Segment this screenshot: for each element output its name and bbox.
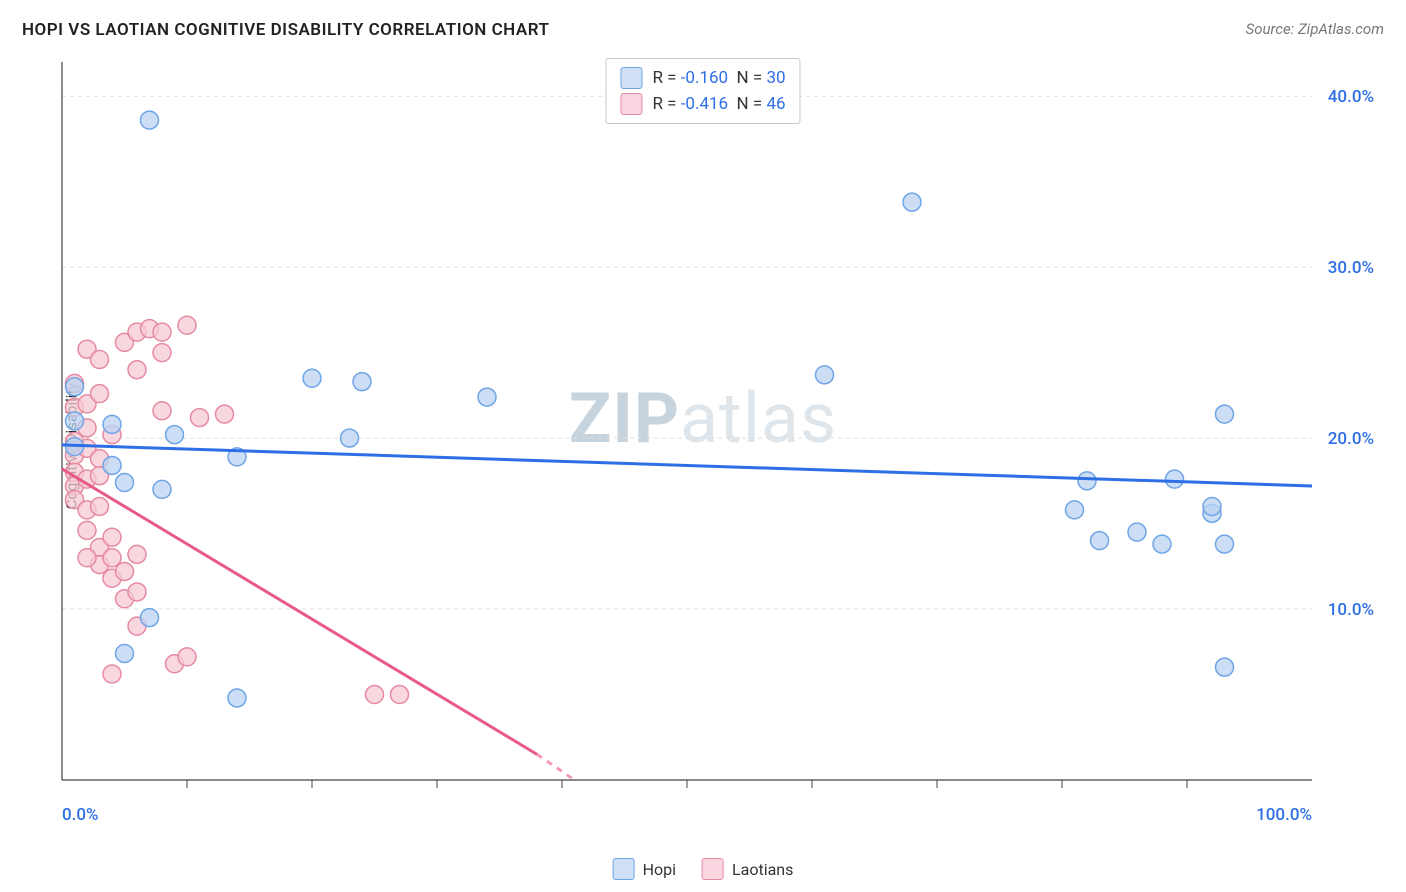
legend-item-laotians: Laotians bbox=[702, 858, 793, 880]
svg-text:100.0%: 100.0% bbox=[1256, 805, 1312, 825]
legend-label-hopi: Hopi bbox=[643, 860, 676, 879]
legend-row-laotians: R = -0.416 N = 46 bbox=[620, 91, 785, 117]
svg-text:0.0%: 0.0% bbox=[62, 805, 99, 825]
svg-text:20.0%: 20.0% bbox=[1328, 429, 1374, 449]
legend-swatch-hopi bbox=[620, 67, 642, 89]
legend-swatch-hopi-bottom bbox=[613, 858, 635, 880]
legend-item-hopi: Hopi bbox=[613, 858, 676, 880]
legend-row-hopi: R = -0.160 N = 30 bbox=[620, 65, 785, 91]
chart-plot: 10.0% 20.0% 30.0% 40.0% 0.0% 100.0% bbox=[52, 56, 1382, 826]
svg-text:30.0%: 30.0% bbox=[1328, 258, 1374, 278]
source-label: Source: ZipAtlas.com bbox=[1246, 20, 1384, 38]
svg-text:10.0%: 10.0% bbox=[1328, 600, 1374, 620]
legend-label-laotians: Laotians bbox=[732, 860, 793, 879]
correlation-legend: R = -0.160 N = 30 R = -0.416 N = 46 bbox=[605, 58, 800, 124]
legend-swatch-laotians bbox=[620, 93, 642, 115]
legend-swatch-laotians-bottom bbox=[702, 858, 724, 880]
series-legend: Hopi Laotians bbox=[613, 858, 794, 880]
svg-text:40.0%: 40.0% bbox=[1328, 87, 1374, 107]
chart-title: HOPI VS LAOTIAN COGNITIVE DISABILITY COR… bbox=[22, 20, 549, 40]
